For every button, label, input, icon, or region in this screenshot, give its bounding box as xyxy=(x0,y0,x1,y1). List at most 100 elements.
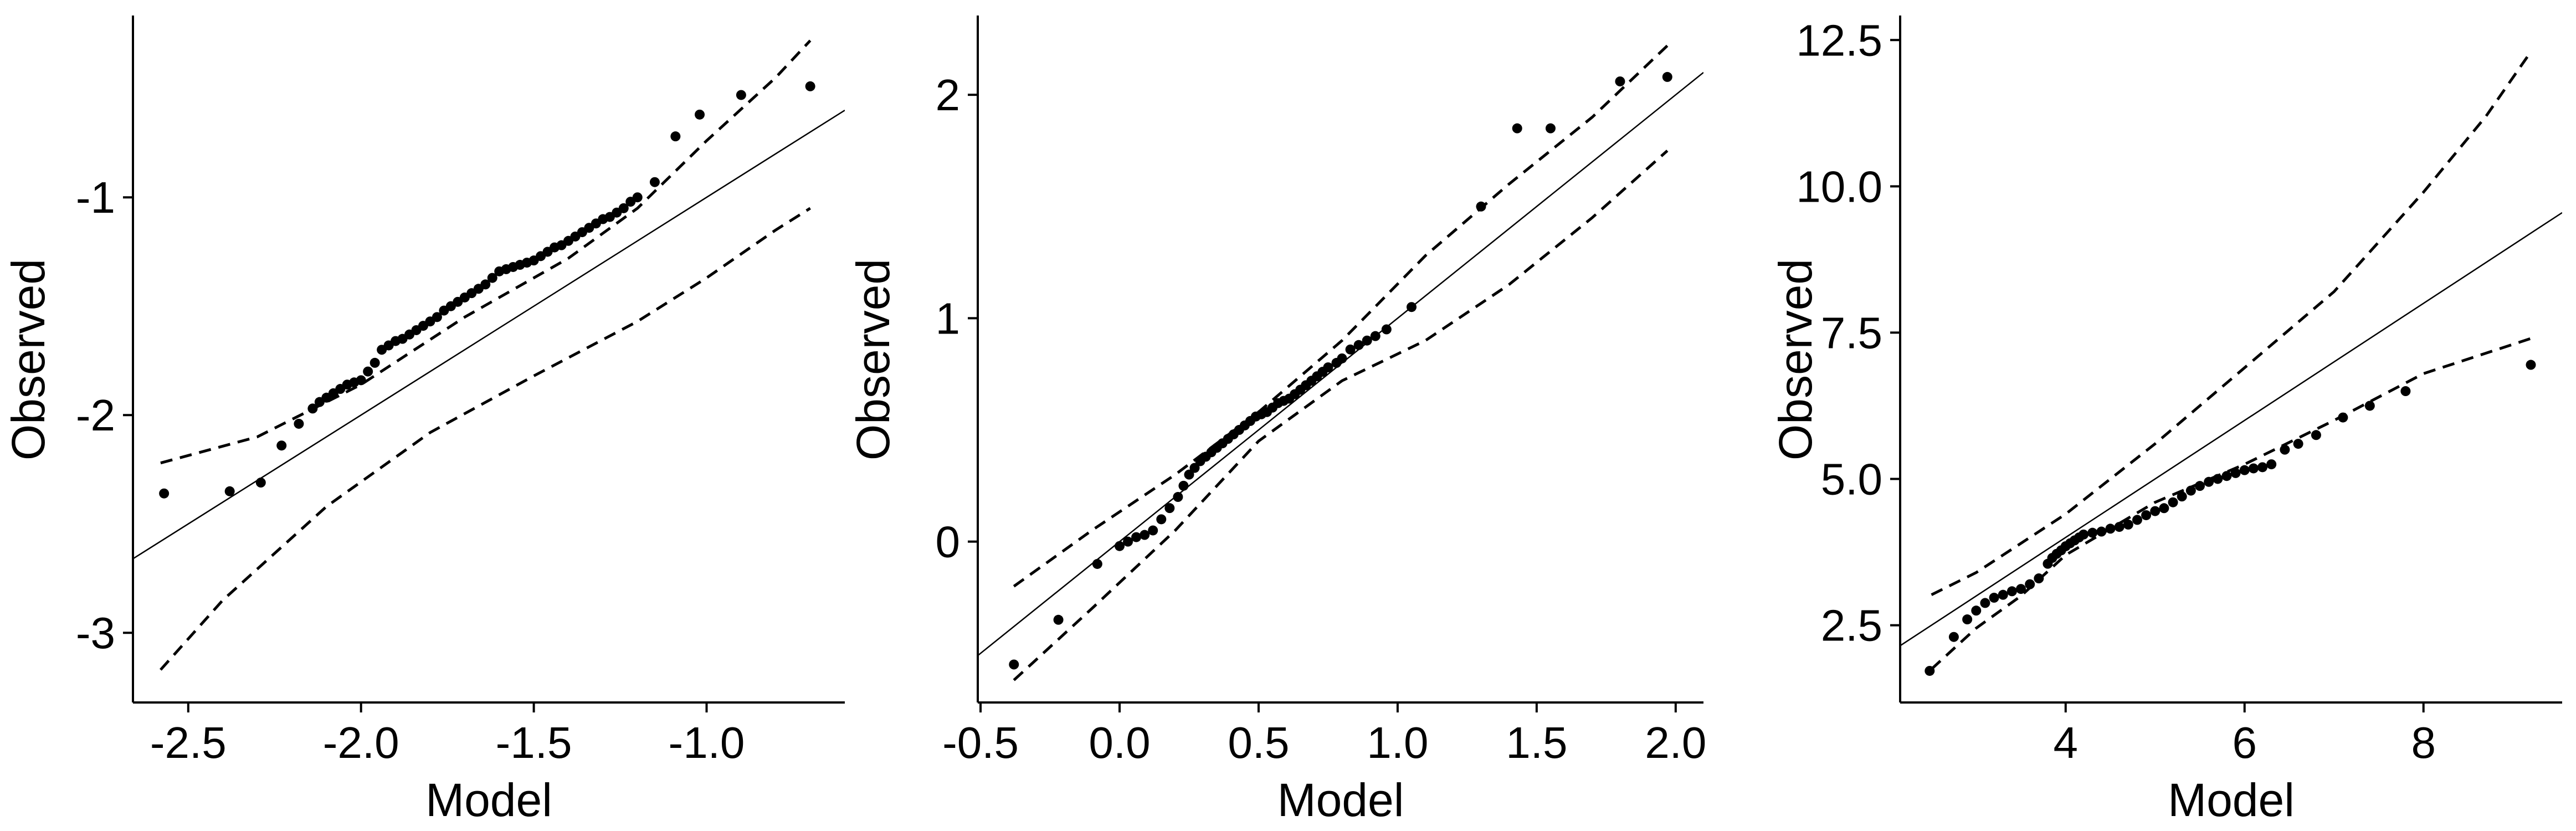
y-axis-label: Observed xyxy=(1769,259,1821,460)
upper-confidence-band xyxy=(1931,50,2532,596)
data-point xyxy=(276,440,287,451)
y-tick-label: -1 xyxy=(76,173,115,222)
data-point xyxy=(2194,481,2205,491)
data-point xyxy=(670,131,681,142)
data-point xyxy=(1140,530,1150,540)
data-point xyxy=(294,418,304,429)
data-point xyxy=(2114,522,2125,532)
data-point xyxy=(618,203,629,213)
data-point xyxy=(805,81,815,91)
data-point xyxy=(1512,123,1522,134)
plot-area xyxy=(978,44,1703,681)
x-axis-label: Model xyxy=(2168,774,2295,826)
data-point xyxy=(1337,353,1347,363)
data-point xyxy=(1962,614,1973,625)
y-tick-label: 2.5 xyxy=(1821,601,1882,650)
data-point xyxy=(2007,586,2017,597)
x-tick-label: 1.0 xyxy=(1367,718,1428,767)
data-point xyxy=(1178,480,1189,491)
data-point xyxy=(2159,503,2169,514)
data-point xyxy=(1123,536,1133,547)
data-point xyxy=(2338,412,2348,423)
data-point xyxy=(255,478,266,488)
data-point xyxy=(1948,632,1959,642)
x-tick-label: 1.5 xyxy=(1506,718,1567,767)
data-point xyxy=(2034,573,2044,584)
data-point xyxy=(2213,474,2223,484)
data-point xyxy=(1980,598,1990,608)
data-point xyxy=(1662,71,1672,82)
data-point xyxy=(1615,76,1625,86)
x-tick-label: 4 xyxy=(2054,718,2079,767)
qq-panel-3: 4 6 8 2.5 5.0 7.5 10.0 12.5 Model Observed xyxy=(1769,16,2562,826)
data-point xyxy=(1406,302,1417,312)
data-point xyxy=(1345,344,1356,355)
data-point xyxy=(1156,514,1167,525)
upper-confidence-band xyxy=(160,39,812,465)
data-point xyxy=(649,177,660,187)
y-axis-label: Observed xyxy=(2,259,54,460)
data-point xyxy=(2311,430,2321,440)
data-point xyxy=(2204,476,2214,487)
data-point xyxy=(1053,614,1064,625)
data-point xyxy=(2364,401,2375,411)
data-point xyxy=(1925,665,1935,676)
data-point xyxy=(370,357,380,368)
data-point xyxy=(2266,459,2277,470)
x-tick-label: -1.5 xyxy=(496,718,572,767)
reference-line xyxy=(133,109,845,560)
qq-panel-2: -0.5 0.0 0.5 1.0 1.5 2.0 0 1 2 Model Observed xyxy=(847,16,1706,826)
data-point xyxy=(1009,659,1019,670)
y-tick-label: -2 xyxy=(76,391,115,440)
y-tick-label: 2 xyxy=(936,70,961,120)
data-point xyxy=(2168,497,2178,507)
data-point xyxy=(1362,335,1372,346)
y-tick-label: 10.0 xyxy=(1796,162,1882,211)
data-point xyxy=(1476,201,1486,212)
y-tick-label: 5.0 xyxy=(1821,454,1882,504)
lower-confidence-band xyxy=(160,207,811,671)
data-point xyxy=(1998,589,2008,600)
data-point xyxy=(1092,558,1102,569)
data-point xyxy=(2248,463,2259,474)
data-point xyxy=(2141,510,2152,520)
plot-area xyxy=(133,39,845,671)
y-tick-label: -3 xyxy=(76,608,115,658)
data-point xyxy=(363,366,373,377)
data-point xyxy=(2079,529,2089,540)
x-tick-label: 6 xyxy=(2232,718,2257,767)
data-point xyxy=(2123,519,2133,530)
data-point xyxy=(2526,360,2536,370)
upper-confidence-band xyxy=(1013,44,1669,588)
x-tick-label: -0.5 xyxy=(942,718,1019,767)
data-point xyxy=(2087,527,2098,538)
data-point xyxy=(1148,525,1158,536)
data-point xyxy=(2293,439,2303,449)
data-point xyxy=(2257,462,2268,473)
x-tick-label: 8 xyxy=(2411,718,2436,767)
data-point xyxy=(1164,503,1175,514)
data-point xyxy=(1323,362,1333,373)
x-tick-label: 2.0 xyxy=(1645,718,1706,767)
y-tick-label: 12.5 xyxy=(1796,16,1882,65)
data-point xyxy=(2177,491,2187,502)
data-point xyxy=(487,273,497,283)
data-point xyxy=(2025,579,2035,589)
lower-confidence-band xyxy=(1930,337,2532,670)
data-point xyxy=(1971,606,1982,616)
data-point xyxy=(2400,386,2411,397)
y-axis-label: Observed xyxy=(847,259,899,460)
reference-line xyxy=(1900,212,2562,647)
data-point xyxy=(1545,123,1556,134)
x-tick-label: -2.0 xyxy=(323,718,399,767)
x-tick-label: -1.0 xyxy=(669,718,745,767)
data-point xyxy=(159,488,170,499)
data-point xyxy=(1184,469,1194,480)
x-tick-label: 0.0 xyxy=(1089,718,1150,767)
data-point xyxy=(480,279,491,290)
lower-confidence-band xyxy=(1013,150,1669,681)
data-point xyxy=(1381,324,1392,335)
data-point xyxy=(632,192,643,203)
y-tick-label: 0 xyxy=(936,517,961,567)
